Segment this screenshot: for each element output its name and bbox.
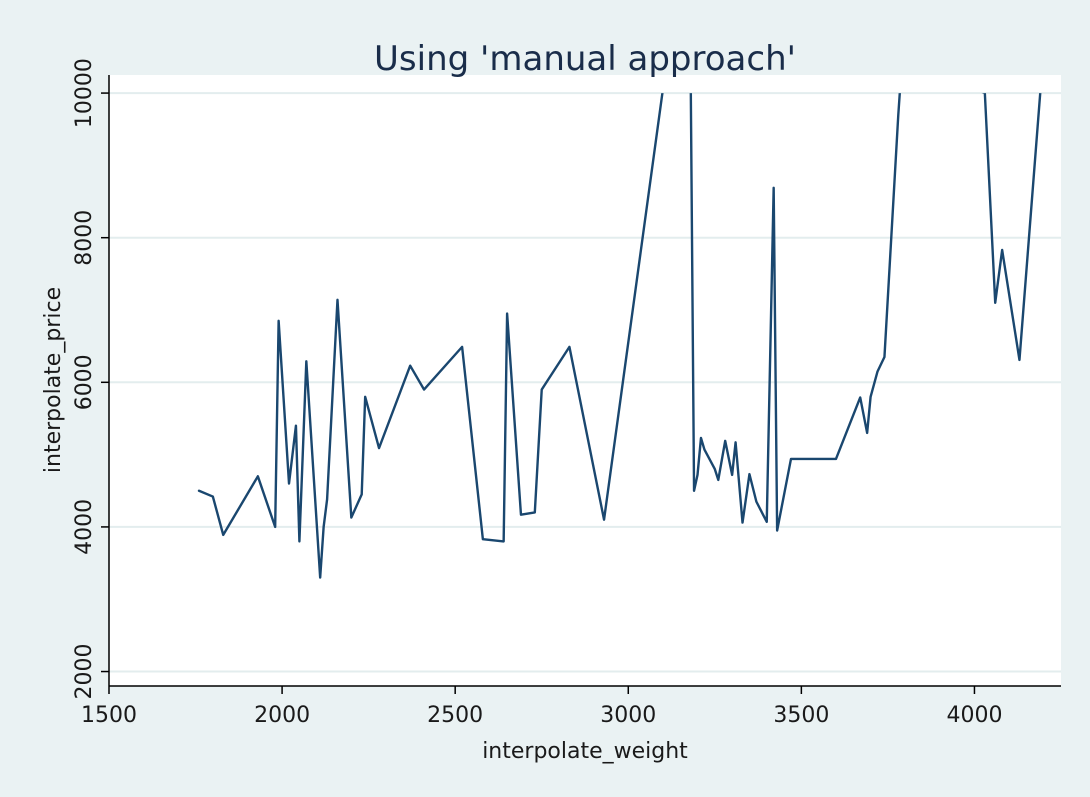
ticks: 1500 2000 2500 3000 3500 4000 2000 4000 6000 8000… bbox=[72, 58, 1002, 728]
x-tick-label-2500: 2500 bbox=[427, 703, 483, 728]
axes bbox=[108, 75, 1061, 687]
gridlines bbox=[109, 92, 1061, 673]
y-tick-label-10000: 10000 bbox=[72, 58, 97, 128]
x-tick-label-3000: 3000 bbox=[600, 703, 656, 728]
x-tick-label-3500: 3500 bbox=[773, 703, 829, 728]
series-line-0 bbox=[197, 93, 1042, 579]
x-tick-label-2000: 2000 bbox=[254, 703, 310, 728]
x-tick-label-4000: 4000 bbox=[946, 703, 1002, 728]
x-axis-label: interpolate_weight bbox=[482, 739, 688, 764]
x-tick-label-1500: 1500 bbox=[81, 703, 137, 728]
series-group bbox=[197, 93, 1042, 579]
chart-title: Using 'manual approach' bbox=[374, 39, 796, 79]
y-tick-label-2000: 2000 bbox=[72, 644, 97, 700]
y-tick-label-4000: 4000 bbox=[72, 499, 97, 555]
y-tick-label-6000: 6000 bbox=[72, 354, 97, 410]
y-tick-label-8000: 8000 bbox=[72, 210, 97, 266]
y-axis-label: interpolate_price bbox=[41, 287, 66, 473]
plot-area bbox=[109, 75, 1061, 686]
